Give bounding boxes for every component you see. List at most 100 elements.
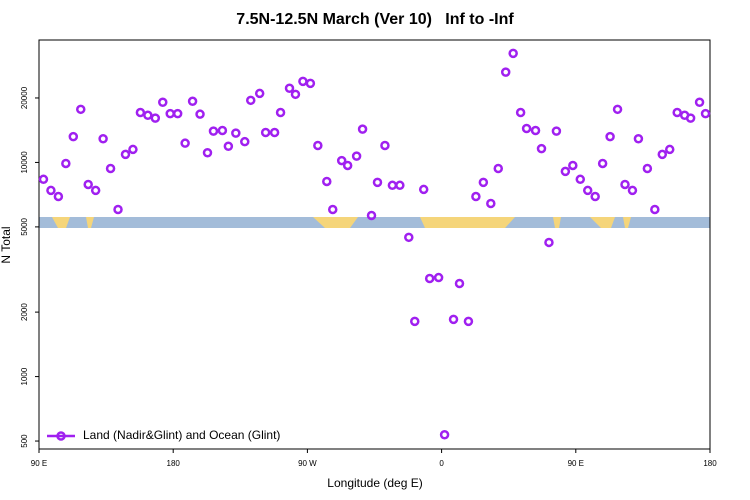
x-tick-label: 0 bbox=[439, 459, 444, 468]
data-point bbox=[633, 133, 644, 144]
x-tick-label: 180 bbox=[703, 459, 717, 468]
data-point bbox=[275, 107, 286, 118]
data-point bbox=[642, 163, 653, 174]
data-point bbox=[612, 104, 623, 115]
y-tick-label: 2000 bbox=[20, 303, 29, 321]
data-point bbox=[551, 126, 562, 136]
data-point bbox=[433, 272, 444, 283]
data-point bbox=[560, 166, 571, 177]
data-point bbox=[493, 163, 504, 174]
data-point bbox=[590, 191, 600, 202]
data-point bbox=[202, 147, 213, 158]
data-point bbox=[158, 97, 168, 107]
y-tick-label: 500 bbox=[20, 434, 29, 448]
y-tick-label: 20000 bbox=[20, 86, 29, 109]
data-point bbox=[53, 191, 64, 202]
data-point bbox=[76, 104, 86, 115]
data-point bbox=[290, 89, 301, 100]
data-point bbox=[113, 204, 123, 215]
data-point bbox=[143, 110, 153, 121]
y-tick-label: 10000 bbox=[20, 151, 29, 174]
data-point bbox=[366, 210, 377, 221]
data-point bbox=[597, 158, 608, 169]
data-point bbox=[208, 126, 219, 136]
y-axis-label: N Total bbox=[0, 226, 13, 263]
data-point bbox=[90, 185, 101, 196]
data-point bbox=[605, 131, 615, 142]
data-point bbox=[120, 149, 131, 160]
data-point bbox=[372, 177, 383, 188]
data-point bbox=[410, 316, 420, 327]
data-point bbox=[575, 174, 586, 185]
data-point bbox=[150, 113, 161, 123]
data-point bbox=[98, 133, 108, 144]
data-point bbox=[439, 430, 450, 440]
x-tick-label: 90 W bbox=[298, 459, 317, 468]
x-tick-label: 90 E bbox=[568, 459, 584, 468]
data-point bbox=[305, 78, 316, 89]
data-point bbox=[357, 124, 368, 134]
data-point bbox=[568, 160, 578, 171]
data-point bbox=[471, 191, 481, 202]
data-point bbox=[83, 179, 93, 190]
data-point bbox=[536, 143, 547, 154]
data-point bbox=[672, 107, 682, 118]
data-point bbox=[448, 314, 459, 325]
data-point bbox=[395, 180, 405, 191]
data-point bbox=[240, 136, 250, 147]
data-point bbox=[223, 141, 234, 152]
data-point bbox=[342, 160, 353, 171]
data-point bbox=[685, 113, 696, 123]
data-point bbox=[500, 67, 511, 77]
data-point bbox=[664, 144, 675, 155]
data-point bbox=[620, 179, 630, 190]
data-point bbox=[478, 177, 489, 188]
data-point bbox=[68, 131, 79, 142]
x-tick-label: 90 E bbox=[31, 459, 47, 468]
data-point bbox=[61, 158, 71, 169]
data-point bbox=[530, 125, 541, 136]
data-point bbox=[313, 140, 323, 151]
data-point bbox=[245, 95, 256, 106]
data-point bbox=[135, 107, 146, 118]
data-point bbox=[627, 185, 638, 196]
data-point bbox=[508, 48, 518, 59]
data-point bbox=[521, 123, 532, 134]
data-point bbox=[544, 237, 554, 248]
data-point bbox=[700, 108, 711, 119]
data-point bbox=[336, 155, 347, 166]
data-point bbox=[657, 149, 668, 160]
data-point bbox=[424, 273, 435, 284]
data-point bbox=[380, 140, 390, 151]
data-point bbox=[351, 151, 362, 161]
data-point bbox=[269, 127, 280, 138]
data-point bbox=[195, 109, 205, 119]
data-point bbox=[694, 97, 705, 107]
data-point bbox=[38, 174, 49, 185]
data-point bbox=[387, 180, 398, 191]
x-tick-label: 180 bbox=[167, 459, 181, 468]
data-point bbox=[284, 83, 295, 94]
y-tick-label: 1000 bbox=[20, 367, 29, 385]
data-point bbox=[260, 127, 271, 138]
data-point bbox=[582, 185, 593, 196]
legend-marker bbox=[56, 431, 66, 441]
map-strip bbox=[39, 217, 710, 228]
data-point bbox=[418, 184, 429, 195]
data-point bbox=[217, 125, 228, 136]
legend-label: Land (Nadir&Glint) and Ocean (Glint) bbox=[83, 428, 280, 442]
data-point bbox=[172, 108, 183, 119]
data-point bbox=[515, 107, 526, 118]
data-point bbox=[322, 176, 332, 187]
data-point bbox=[486, 198, 496, 209]
x-axis-label: Longitude (deg E) bbox=[327, 476, 422, 490]
data-point bbox=[463, 316, 474, 327]
plot-frame bbox=[38, 39, 711, 450]
data-point bbox=[454, 278, 465, 289]
data-point bbox=[327, 204, 338, 215]
data-point bbox=[298, 76, 308, 87]
data-point bbox=[650, 204, 660, 215]
data-point bbox=[180, 138, 190, 148]
data-point bbox=[231, 128, 241, 138]
